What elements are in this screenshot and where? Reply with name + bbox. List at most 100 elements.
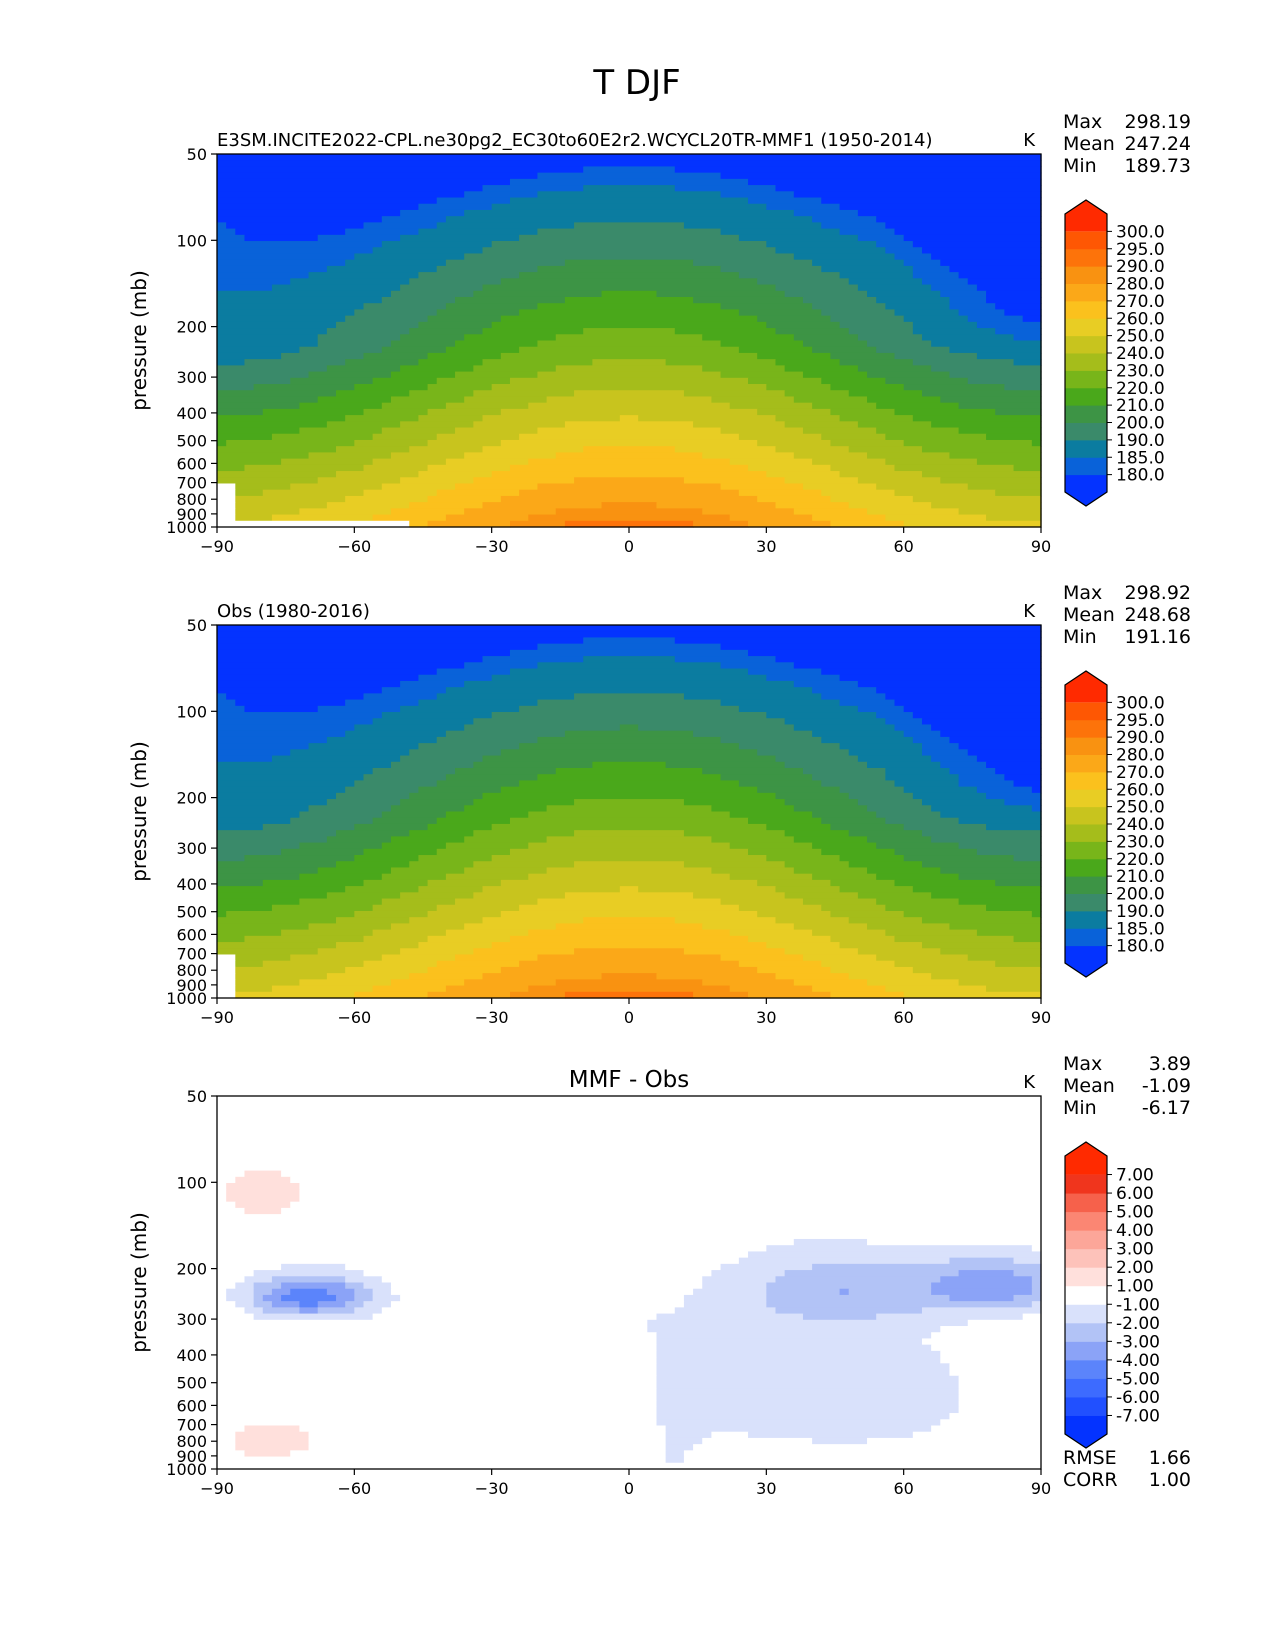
contour-cell [390,979,465,987]
contour-cell [857,705,905,713]
contour-cell [427,408,502,416]
contour-cell [217,1158,1042,1165]
contour-cell [894,879,996,887]
contour-cell [381,954,456,962]
contour-cell [473,718,786,726]
contour-cell [995,303,1042,311]
contour-cell [757,749,850,757]
contour-cell [738,309,822,317]
contour-cell [217,365,328,373]
contour-cell [500,910,758,918]
contour-cell [235,1282,255,1290]
colorbar-swatch [1065,945,1107,977]
colorbar-label: 7.00 [1116,1166,1154,1186]
contour-cell [683,477,786,485]
y-tick-label: 50 [187,1087,207,1106]
contour-cell [271,514,374,522]
contour-cell [217,631,1042,639]
contour-cell [363,352,429,360]
contour-cell [354,910,429,918]
contour-cell [958,842,1042,850]
contour-cell [812,730,905,738]
contour-cell [702,508,795,516]
contour-cell [217,879,264,887]
contour-cell [326,892,401,900]
stat-max-label: Max [1063,1053,1102,1075]
contour-cell [217,1139,1042,1147]
contour-cell [656,973,777,980]
contour-cell [574,693,685,701]
contour-cell [821,668,1042,676]
contour-cell [235,973,328,980]
contour-cell [217,321,337,329]
contour-cell [235,1301,255,1308]
stat-max-value: 298.92 [1125,582,1191,604]
y-tick-label: 900 [176,1447,207,1466]
contour-cell [793,724,896,732]
y-tick-label: 400 [176,875,207,894]
colorbar-label: 4.00 [1116,1221,1154,1241]
contour-cell [455,340,539,348]
contour-cell [976,284,1042,292]
contour-cell [281,352,365,360]
contour-cell [253,1313,374,1321]
contour-cell [894,848,978,856]
contour-cell [455,371,539,379]
colorbar-swatch [1065,1174,1107,1194]
contour-cell [418,942,493,949]
stat-min-value: -6.17 [1142,1097,1191,1119]
contour-cell [1031,805,1042,813]
contour-cell [455,767,557,775]
contour-cell [372,929,447,937]
contour-cell [409,278,502,286]
contour-cell [217,904,273,912]
contour-cell [812,873,877,881]
contour-cell [372,904,438,912]
contour-cell [1031,1276,1042,1284]
y-tick-label: 500 [176,432,207,451]
contour-cell [217,166,584,174]
contour-cell [235,954,291,962]
stat-max-label: Max [1063,582,1102,604]
contour-cell [729,842,813,850]
contour-cell [647,1319,969,1327]
contour-cell [986,761,1042,769]
contour-cell [299,811,383,819]
contour-cell [748,1251,1042,1259]
contour-cell [409,861,474,869]
contour-cell [519,272,740,279]
x-tick-label: −90 [200,537,234,556]
contour-cell [217,340,319,348]
contour-cell [656,1381,960,1389]
contour-cell [217,1114,1042,1122]
contour-cell [217,160,1042,168]
contour-cell [345,886,420,893]
contour-cell [217,1419,658,1427]
contour-cell [217,1319,648,1327]
y-tick-label: 900 [176,976,207,995]
contour-cell [766,823,832,831]
contour-cell [812,303,886,311]
contour-cell [436,197,511,205]
contour-cell [775,755,859,763]
contour-cell [290,278,410,286]
contour-cell [857,365,932,373]
contour-cell [931,421,1042,429]
contour-cell [738,346,813,354]
contour-cell [244,464,365,472]
contour-cell [381,216,447,223]
contour-cell [290,1288,328,1296]
contour-cell [958,1375,1042,1383]
contour-cell [390,290,474,298]
contour-cell [720,483,804,491]
contour-cell [217,643,539,651]
contour-cell [885,458,978,466]
colorbar-swatch [1065,422,1107,441]
contour-cell [748,817,822,825]
contour-cell [876,873,960,881]
colorbar-label: 180.0 [1116,466,1165,486]
x-tick-label: −90 [200,1479,234,1498]
colorbar-swatch [1065,789,1107,808]
contour-cell [244,855,355,862]
